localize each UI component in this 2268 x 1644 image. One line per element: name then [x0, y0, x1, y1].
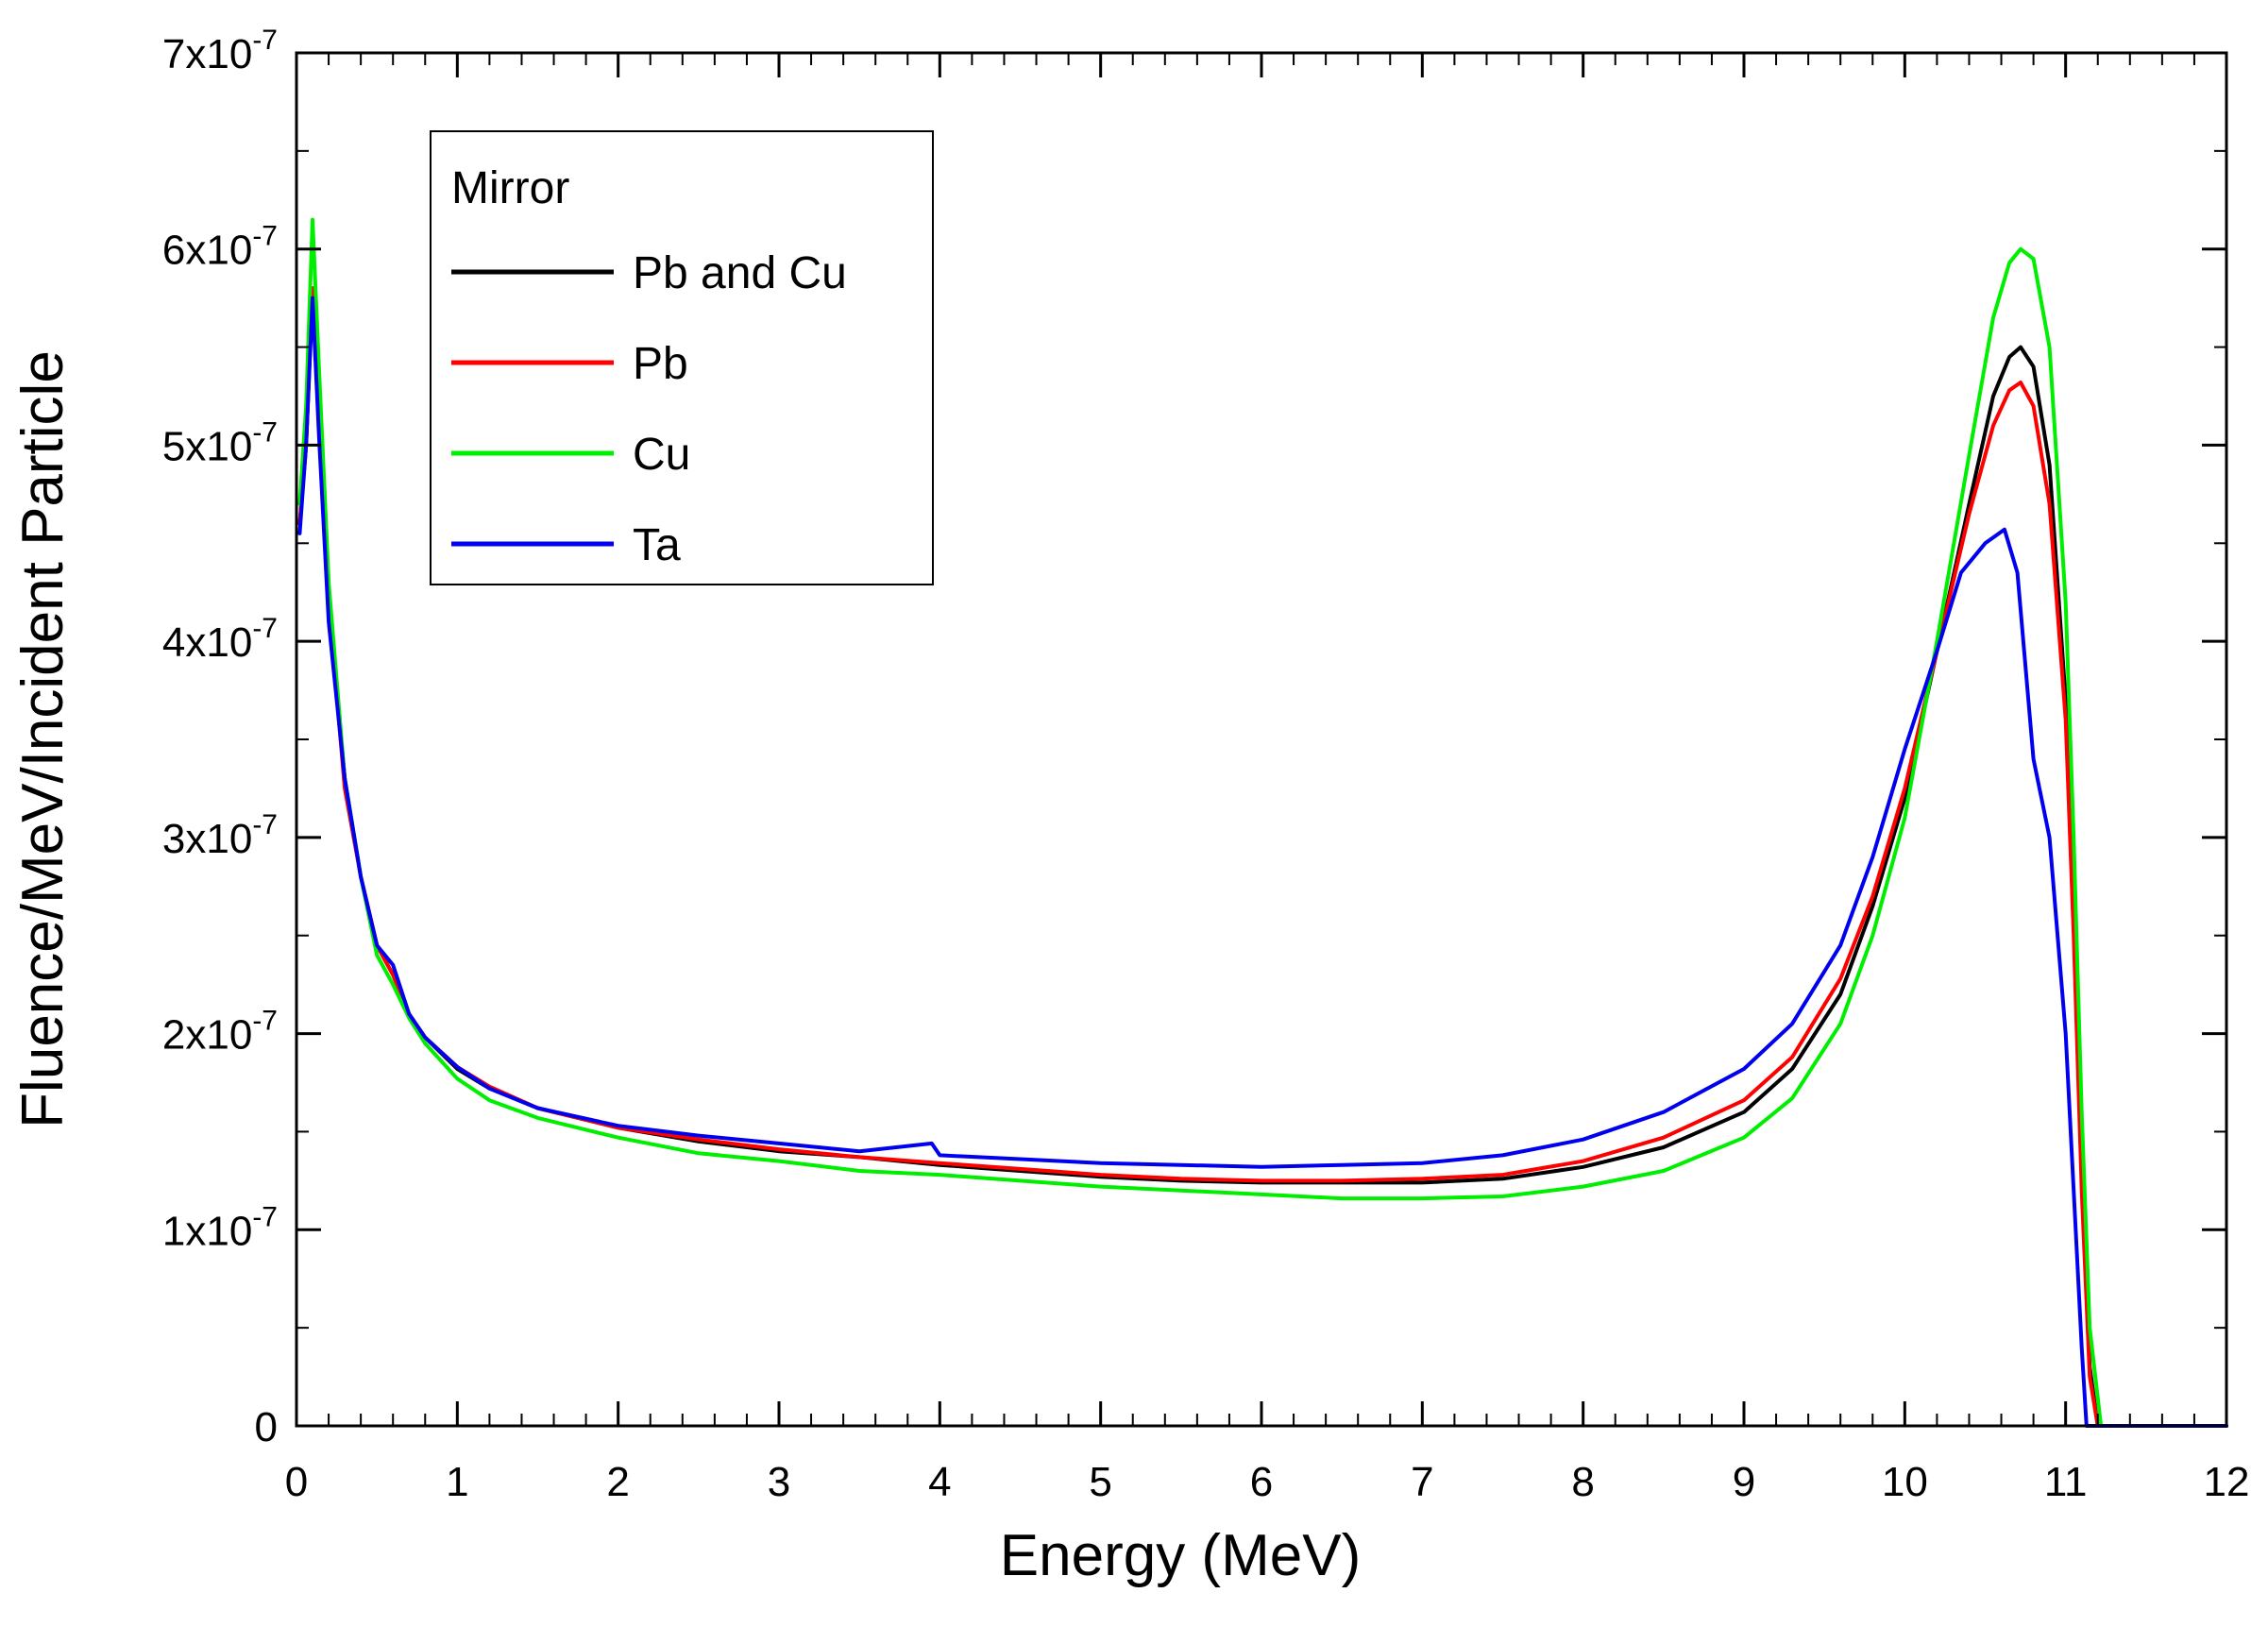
- legend-label: Pb: [633, 339, 688, 389]
- x-tick-labels: 0 1 2 3 4 5 6 7 8 9 10 11 12: [285, 1459, 2250, 1505]
- x-tick-label: 10: [1882, 1459, 1928, 1505]
- x-tick-label: 3: [768, 1459, 790, 1505]
- x-tick-label: 8: [1571, 1459, 1594, 1505]
- y-tick-label: 7x10-7: [162, 25, 278, 77]
- y-tick-exponent: -7: [252, 1201, 278, 1232]
- y-tick-base: 2x10: [162, 1012, 252, 1059]
- y-tick-base: 1x10: [162, 1208, 252, 1254]
- y-tick-base: 5x10: [162, 423, 252, 469]
- x-tick-label: 12: [2204, 1459, 2250, 1505]
- y-tick-base: 3x10: [162, 816, 252, 862]
- y-tick-base: 6x10: [162, 228, 252, 274]
- x-tick-label: 7: [1411, 1459, 1433, 1505]
- y-tick-label: 1x10-7: [162, 1201, 278, 1254]
- legend-box: [430, 130, 934, 585]
- y-tick-base: 4x10: [162, 619, 252, 666]
- y-tick-exponent: -7: [252, 613, 278, 644]
- y-tick-exponent: -7: [252, 221, 278, 252]
- y-tick-label: 3x10-7: [162, 809, 278, 862]
- x-tick-label: 5: [1089, 1459, 1111, 1505]
- x-tick-label: 2: [606, 1459, 629, 1505]
- y-tick-label: 4x10-7: [162, 613, 278, 666]
- x-tick-label: 6: [1250, 1459, 1273, 1505]
- series-layer: [297, 217, 2228, 1428]
- y-tick-base: 0: [255, 1404, 278, 1450]
- legend-title: Mirror: [451, 163, 569, 213]
- legend: Mirror Pb and Cu Pb Cu Ta: [430, 130, 934, 585]
- x-tick-label: 11: [2044, 1459, 2088, 1505]
- x-tick-label: 1: [446, 1459, 468, 1505]
- y-tick-label: 5x10-7: [162, 416, 278, 469]
- legend-label: Cu: [633, 430, 690, 480]
- y-tick-labels: 01x10-72x10-73x10-74x10-75x10-76x10-77x1…: [162, 25, 278, 1450]
- tick-marks: [295, 51, 2228, 1428]
- legend-label: Pb and Cu: [633, 248, 847, 298]
- y-tick-exponent: -7: [252, 416, 278, 448]
- y-tick-base: 7x10: [162, 31, 252, 77]
- y-tick-exponent: -7: [252, 809, 278, 840]
- x-tick-label: 0: [285, 1459, 308, 1505]
- y-tick-exponent: -7: [252, 1006, 278, 1037]
- x-tick-label: 4: [928, 1459, 951, 1505]
- x-tick-label: 9: [1733, 1459, 1755, 1505]
- x-axis-title: Energy (MeV): [1000, 1523, 1361, 1588]
- series-line-cu: [297, 217, 2228, 1428]
- series-line-ta: [297, 296, 2228, 1428]
- series-line-pb: [297, 286, 2228, 1428]
- legend-entries: Pb and Cu Pb Cu Ta: [451, 248, 847, 570]
- legend-label: Ta: [633, 520, 681, 570]
- y-axis-title: Fluence/MeV/Incident Particle: [10, 350, 76, 1128]
- y-tick-label: 0: [255, 1404, 278, 1450]
- y-tick-label: 2x10-7: [162, 1006, 278, 1059]
- y-tick-exponent: -7: [252, 25, 278, 56]
- y-tick-label: 6x10-7: [162, 221, 278, 274]
